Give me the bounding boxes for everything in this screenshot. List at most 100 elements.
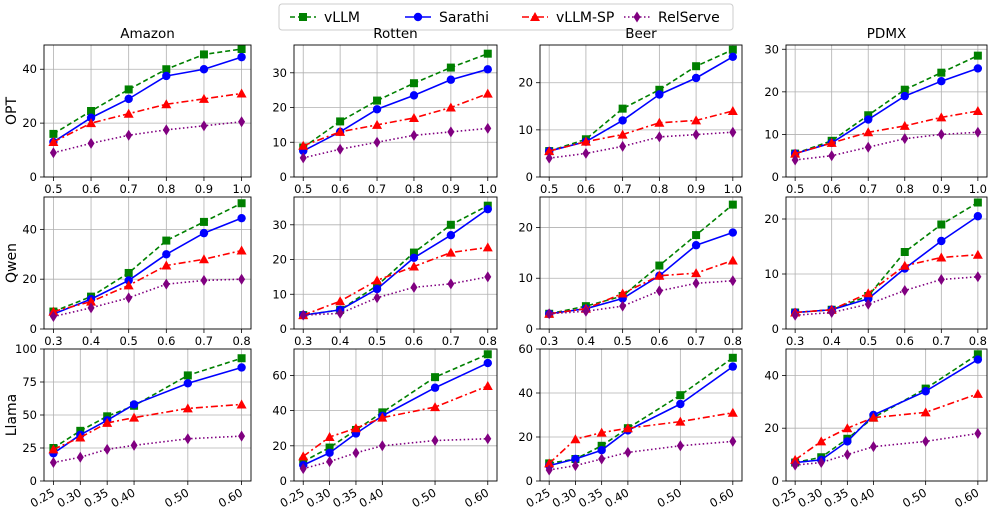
data-point-vllm [336, 117, 345, 126]
y-axis: 0 10 20 [518, 76, 540, 184]
panel-opt-pdmx: 0.5 0.6 0.7 0.8 0.9 1.0 0 10 20 30 PDMX [764, 26, 988, 196]
x-axis: 0.3 0.4 0.5 0.6 0.7 0.8 [294, 329, 497, 348]
x-tick-label: 0.7 [442, 334, 460, 348]
data-point-relserve [619, 140, 627, 152]
x-tick-label: 0.50 [162, 485, 191, 510]
data-point-sarathi [900, 91, 909, 101]
data-point-relserve [326, 456, 334, 468]
x-tick-label: 0.7 [195, 334, 213, 348]
data-point-vllm-sp [198, 93, 209, 103]
data-point-sarathi [409, 253, 419, 262]
data-point-relserve [828, 307, 836, 318]
y-tick-label: 10 [518, 123, 533, 137]
axes-frame [43, 44, 252, 178]
data-point-vllm [483, 49, 492, 58]
x-tick-label: 1.0 [969, 182, 987, 196]
series-relserve [791, 271, 982, 321]
data-point-vllm-sp [654, 117, 665, 127]
data-point-relserve [791, 459, 799, 471]
data-point-relserve [49, 147, 57, 159]
series-line-vllm-sp [548, 412, 733, 464]
series-relserve [791, 126, 982, 166]
data-point-sarathi [921, 387, 930, 396]
series-line-relserve [795, 131, 978, 161]
series-line-sarathi [795, 358, 979, 464]
series-line-sarathi [53, 217, 242, 315]
series-vllm-sp [544, 407, 738, 468]
data-point-relserve [655, 131, 663, 143]
x-tick-label: 0.7 [687, 334, 705, 348]
data-point-vllm-sp [236, 399, 247, 409]
x-tick-label: 1.0 [724, 182, 742, 196]
axes-frame [539, 44, 743, 178]
legend-item-sarathi: Sarathi [405, 10, 489, 26]
data-point-relserve [582, 147, 590, 159]
y-tick-label: 0 [30, 322, 37, 336]
plot-area [294, 45, 497, 177]
data-point-vllm-sp [826, 137, 837, 147]
y-tick-label: 0 [772, 322, 779, 336]
x-axis: 0.5 0.6 0.7 0.8 0.9 1.0 [786, 177, 987, 196]
x-axis: 0.250.300.350.40 0.50 0.60 [278, 481, 491, 510]
data-point-vllm-sp [350, 423, 361, 433]
data-point-relserve [817, 457, 825, 469]
data-point-vllm [446, 63, 455, 72]
y-tick-label: 0 [280, 170, 287, 184]
data-point-sarathi [483, 65, 492, 74]
data-point-vllm-sp [408, 112, 419, 122]
x-tick-label: 0.5 [368, 334, 386, 348]
series-line-relserve [303, 437, 488, 470]
data-point-relserve [200, 120, 208, 132]
x-axis: 0.5 0.6 0.7 0.8 0.9 1.0 [540, 177, 742, 196]
data-point-relserve [484, 122, 492, 134]
x-tick-label: 0.30 [550, 485, 579, 510]
data-point-relserve [299, 463, 307, 475]
data-point-relserve [125, 129, 133, 141]
data-point-sarathi [483, 358, 492, 368]
axes-frame [785, 196, 988, 330]
data-point-relserve [828, 150, 836, 162]
y-tick-label: 20 [764, 212, 779, 226]
data-point-relserve [447, 278, 455, 290]
series-relserve [49, 273, 246, 323]
x-tick-label: 0.40 [848, 485, 877, 510]
plot-area [44, 45, 251, 177]
data-point-vllm [937, 68, 946, 77]
axes-frame [293, 348, 498, 482]
x-tick-label: 0.50 [409, 485, 438, 510]
x-axis: 0.250.300.350.40 0.50 0.60 [524, 481, 736, 510]
x-axis: 0.250.300.350.40 0.50 0.60 [28, 481, 245, 510]
x-tick-label: 0.60 [216, 485, 245, 510]
y-tick-label: 20 [518, 76, 533, 90]
series-line-vllm [52, 48, 242, 135]
data-point-vllm-sp [86, 118, 97, 128]
plot-area [44, 197, 251, 329]
x-tick-label: 0.9 [932, 182, 950, 196]
legend-item-relserve: RelServe [624, 10, 720, 26]
data-point-relserve [692, 129, 700, 141]
data-point-vllm-sp [482, 380, 493, 390]
plot-area [786, 45, 987, 177]
data-point-vllm [446, 220, 455, 229]
data-point-relserve [336, 143, 344, 155]
data-point-relserve [336, 307, 344, 319]
data-point-vllm [692, 231, 701, 240]
series-line-vllm [548, 48, 734, 152]
panel-llama-rotten: 0.250.300.350.40 0.50 0.60 0 20 40 60 [272, 348, 498, 510]
data-point-sarathi [237, 52, 246, 62]
legend-label-vllm-sp: vLLM-SP [556, 10, 614, 26]
data-point-relserve [545, 464, 553, 476]
legend-marker-vllm [299, 13, 307, 21]
legend-marker-sarathi [413, 12, 423, 22]
x-tick-label: 0.8 [724, 334, 742, 348]
axes-frame [539, 196, 743, 330]
data-point-sarathi [372, 105, 382, 114]
data-point-vllm-sp [86, 296, 97, 306]
data-point-relserve [76, 451, 84, 463]
data-point-vllm [325, 443, 334, 452]
series-line-relserve [795, 275, 978, 317]
data-point-vllm-sp [198, 254, 209, 264]
data-point-vllm-sp [972, 249, 983, 259]
x-tick-label: 0.5 [859, 334, 877, 348]
data-point-vllm-sp [445, 247, 456, 257]
